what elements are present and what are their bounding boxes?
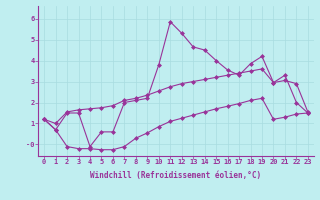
X-axis label: Windchill (Refroidissement éolien,°C): Windchill (Refroidissement éolien,°C) [91,171,261,180]
